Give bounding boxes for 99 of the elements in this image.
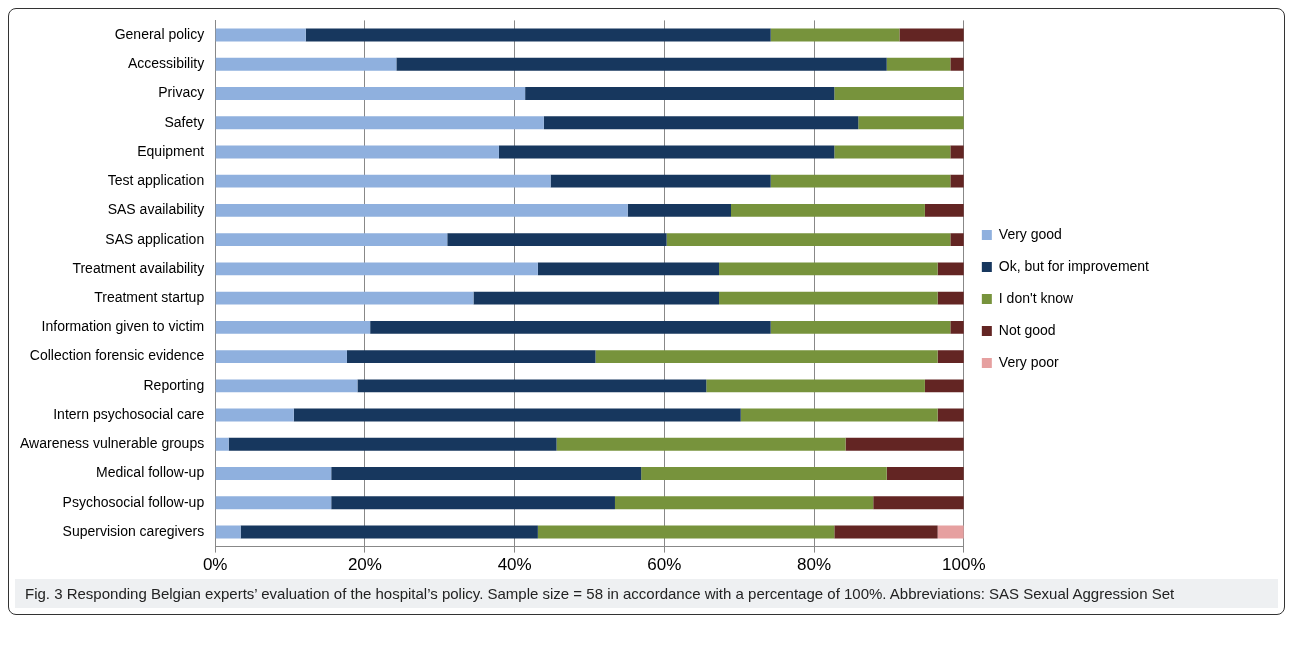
bar: [719, 262, 938, 276]
bar: [215, 203, 628, 217]
y-tick-label: Intern psychosocial care: [53, 405, 205, 422]
x-tick-label: 80%: [797, 555, 832, 575]
legend-label: Not good: [998, 321, 1056, 338]
bar: [556, 437, 846, 451]
bar: [215, 57, 397, 71]
bar: [498, 145, 835, 159]
bar: [950, 174, 964, 188]
bar: [396, 57, 887, 71]
bar: [331, 496, 615, 510]
bar: [215, 145, 499, 159]
y-tick-label: Reporting: [143, 376, 205, 393]
bar: [240, 525, 538, 539]
x-tick-label: 40%: [497, 555, 532, 575]
bar: [924, 203, 964, 217]
legend-label: Ok, but for improvement: [998, 257, 1150, 274]
bar: [950, 233, 964, 247]
bar: [740, 408, 938, 422]
x-tick-label: 0%: [202, 555, 228, 575]
legend-label: Very good: [998, 225, 1062, 242]
bar: [719, 291, 938, 305]
bar: [215, 437, 229, 451]
bar: [770, 28, 900, 42]
y-tick-label: Accessibility: [127, 55, 205, 72]
bar: [215, 350, 347, 364]
bar: [845, 437, 964, 451]
bar: [346, 350, 596, 364]
y-tick-label: Equipment: [137, 142, 205, 159]
bar: [627, 203, 732, 217]
x-tick-label: 20%: [347, 555, 382, 575]
bar: [305, 28, 771, 42]
bar: [706, 379, 925, 393]
bar: [215, 496, 332, 510]
bar: [357, 379, 707, 393]
bar: [834, 525, 938, 539]
bar: [924, 379, 964, 393]
bar: [215, 291, 474, 305]
bar: [215, 233, 448, 247]
bar: [537, 262, 720, 276]
bar: [731, 203, 925, 217]
legend-label: Very poor: [998, 353, 1060, 370]
bar: [666, 233, 951, 247]
bar: [215, 320, 371, 334]
bar: [215, 28, 306, 42]
bar: [215, 174, 551, 188]
bar: [595, 350, 938, 364]
bar: [614, 496, 874, 510]
bar: [641, 467, 887, 480]
bar: [937, 350, 964, 364]
bar: [537, 525, 835, 539]
y-tick-label: Treatment startup: [94, 288, 205, 305]
bar: [215, 116, 544, 130]
y-tick-label: Privacy: [158, 84, 205, 101]
bar: [543, 116, 859, 130]
bar: [331, 467, 642, 480]
caption: Fig. 3 Responding Belgian experts’ evaluation of the hospital’s policy. Sample size = 58 in accordance with a percentage of 100%. Abbreviations: SAS Sexual Aggression Set: [15, 579, 1278, 608]
bar: [937, 262, 964, 276]
bar: [525, 87, 835, 100]
bar: [770, 320, 951, 334]
y-tick-label: Awareness vulnerable groups: [20, 435, 205, 452]
y-tick-label: Test application: [107, 172, 205, 189]
bar: [770, 174, 951, 188]
bar: [293, 408, 741, 422]
legend-label: I don't know: [998, 289, 1074, 306]
bar: [228, 437, 557, 451]
bar: [215, 408, 294, 422]
bar: [215, 262, 538, 276]
bar: [899, 28, 964, 42]
bar: [886, 57, 951, 71]
x-tick-label: 60%: [647, 555, 682, 575]
y-tick-label: Collection forensic evidence: [29, 347, 205, 364]
x-tick-label: 100%: [942, 555, 986, 575]
y-tick-label: Safety: [164, 113, 205, 130]
bar: [937, 291, 964, 305]
y-tick-label: Supervision caregivers: [62, 522, 205, 539]
bar: [950, 145, 964, 159]
y-tick-label: Psychosocial follow-up: [62, 493, 205, 510]
bar: [215, 87, 526, 100]
bar: [370, 320, 771, 334]
bar: [858, 116, 964, 130]
y-tick-label: Treatment availability: [72, 259, 205, 276]
bar: [834, 87, 964, 100]
bar: [873, 496, 964, 510]
bar: [215, 525, 241, 539]
y-tick-label: General policy: [114, 25, 205, 42]
bar: [447, 233, 667, 247]
bar: [950, 320, 964, 334]
bar: [473, 291, 720, 305]
bar: [834, 145, 951, 159]
bar: [950, 57, 964, 71]
bar: [215, 467, 332, 480]
bar: [886, 467, 964, 480]
bar: [550, 174, 771, 188]
bar: [215, 379, 358, 393]
y-tick-label: SAS availability: [107, 201, 205, 218]
y-tick-label: Medical follow-up: [96, 464, 205, 481]
y-tick-label: Information given to victim: [41, 318, 205, 335]
y-tick-label: SAS application: [105, 230, 205, 247]
